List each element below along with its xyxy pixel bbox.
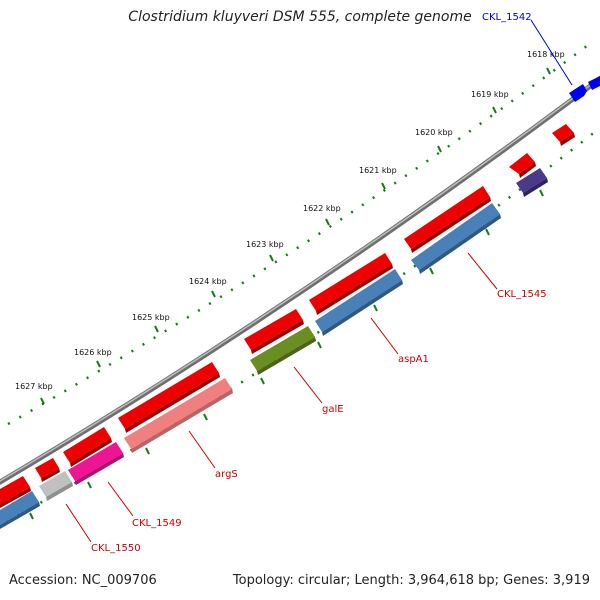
- gene-gale-a[interactable]: [244, 309, 304, 354]
- tick-label-1622: 1622 kbp: [303, 204, 341, 213]
- callout-lines: [65, 19, 573, 543]
- tick-label-1619: 1619 kbp: [471, 90, 509, 99]
- gene-ckl-1544[interactable]: [509, 153, 536, 178]
- gene-ckl-1542[interactable]: [569, 84, 587, 102]
- tick-label-1623: 1623 kbp: [246, 240, 284, 249]
- tick-labels: 1618 kbp 1619 kbp 1620 kbp 1621 kbp 1622…: [15, 50, 565, 391]
- callout-aspa1[interactable]: aspA1: [398, 354, 429, 365]
- plus-strand-genes: [0, 76, 600, 508]
- callout-gale[interactable]: galE: [322, 404, 344, 415]
- gene-ckl-1545a[interactable]: [404, 186, 491, 253]
- callout-ckl-1545[interactable]: CKL_1545: [497, 289, 547, 300]
- gene-aspa1[interactable]: [315, 269, 403, 336]
- genome-backbone: [0, 75, 600, 485]
- callout-labels: CKL_1542 CKL_1545 aspA1 galE argS CKL_15…: [91, 12, 547, 554]
- gene-args[interactable]: [124, 378, 233, 453]
- callout-ckl-1542[interactable]: CKL_1542: [482, 12, 532, 23]
- gene-ckl-1550a[interactable]: [35, 458, 60, 482]
- gene-gale[interactable]: [250, 326, 316, 375]
- tick-label-1624: 1624 kbp: [189, 277, 227, 286]
- gene-ckl-1545[interactable]: [411, 203, 501, 274]
- gene-aspa1a[interactable]: [309, 253, 393, 315]
- genome-title: Clostridium kluyveri DSM 555, complete g…: [128, 9, 472, 25]
- tick-label-1627: 1627 kbp: [15, 382, 53, 391]
- gene-ckl-1549[interactable]: [68, 442, 124, 485]
- gene-ckl-1549a[interactable]: [63, 427, 112, 467]
- major-ticks: [40, 67, 551, 405]
- tick-label-1618: 1618 kbp: [527, 50, 565, 59]
- gene-ckl-1551[interactable]: [0, 476, 31, 508]
- genome-summary: Topology: circular; Length: 3,964,618 bp…: [232, 573, 590, 588]
- tick-label-1625: 1625 kbp: [132, 313, 170, 322]
- gene-ckl-1543[interactable]: [552, 124, 575, 146]
- tick-label-1626: 1626 kbp: [74, 348, 112, 357]
- gene-args-a[interactable]: [118, 362, 220, 433]
- tick-label-1621: 1621 kbp: [359, 166, 397, 175]
- gene-ckl-1544b[interactable]: [516, 168, 548, 197]
- tick-label-1620: 1620 kbp: [415, 128, 453, 137]
- accession-label: Accession: NC_009706: [9, 573, 157, 588]
- callout-ckl-1549[interactable]: CKL_1549: [132, 518, 182, 529]
- tick-track: [7, 41, 593, 426]
- callout-args[interactable]: argS: [215, 469, 238, 480]
- gene-ckl-1551b[interactable]: [0, 491, 40, 529]
- gene-ckl-1550[interactable]: [39, 471, 73, 501]
- inner-major-ticks: [29, 189, 544, 520]
- minus-strand-genes: [0, 168, 548, 529]
- callout-ckl-1550[interactable]: CKL_1550: [91, 543, 141, 554]
